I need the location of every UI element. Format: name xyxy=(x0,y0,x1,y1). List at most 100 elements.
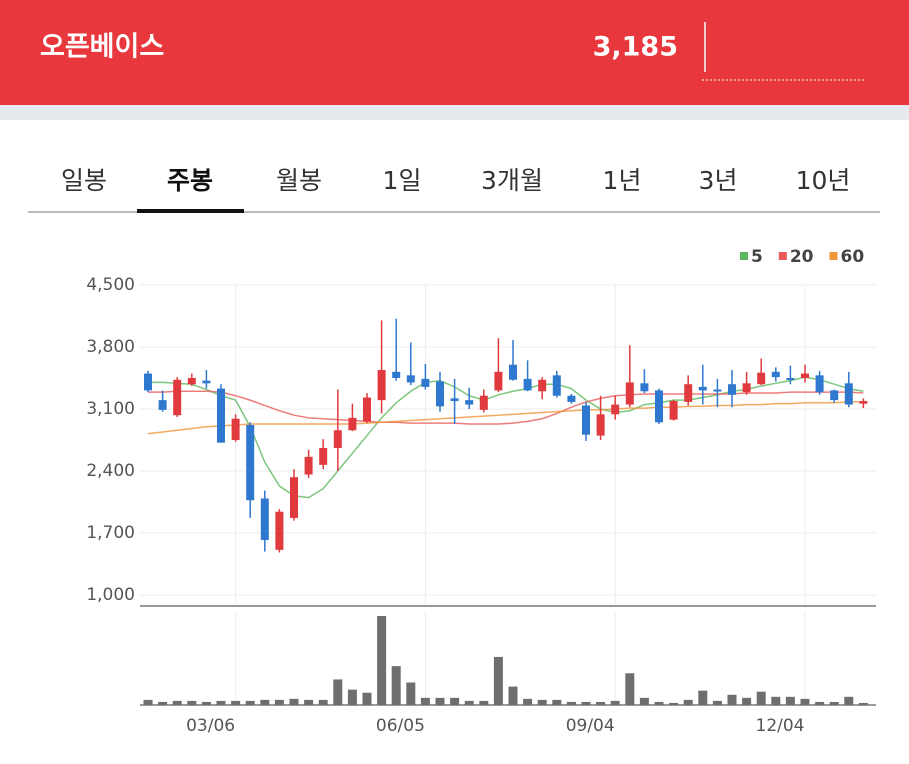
volume-bar xyxy=(639,697,649,705)
volume-bar xyxy=(347,689,357,705)
volume-bar xyxy=(756,691,766,705)
legend-label: 60 xyxy=(841,247,865,267)
volume-bar xyxy=(785,696,795,705)
ma-line xyxy=(148,390,864,425)
volume-bar xyxy=(479,700,489,705)
volume-bar xyxy=(508,686,518,705)
volume-bar xyxy=(742,697,752,705)
tab[interactable]: 1일 xyxy=(383,166,422,195)
volume-bar xyxy=(187,700,197,705)
candle-body xyxy=(757,372,766,385)
volume-bar xyxy=(698,690,708,705)
candle-body xyxy=(260,498,269,541)
x-tick-label: 09/04 xyxy=(566,716,615,736)
candle-body xyxy=(552,375,561,396)
candle-body xyxy=(421,378,430,387)
candle-body xyxy=(815,375,824,393)
candle-body xyxy=(596,414,605,436)
volume-bar xyxy=(493,656,503,705)
volume-bar xyxy=(304,699,314,705)
y-tick-label: 4,500 xyxy=(86,275,135,295)
volume-bar xyxy=(844,696,854,705)
tab[interactable]: 월봉 xyxy=(276,166,322,195)
candle-body xyxy=(348,417,357,431)
candle-body xyxy=(698,386,707,391)
volume-bar xyxy=(683,699,693,705)
tab[interactable]: 3년 xyxy=(699,166,738,195)
candle-body xyxy=(728,384,736,395)
volume-bar xyxy=(201,701,211,705)
x-tick-label: 06/05 xyxy=(376,716,425,736)
volume-bar xyxy=(216,700,226,705)
candle-body xyxy=(655,390,663,423)
volume-bar xyxy=(362,692,372,705)
legend-swatch xyxy=(740,252,748,260)
volume-bar xyxy=(318,699,328,705)
ma-line xyxy=(147,401,864,435)
candle-body xyxy=(436,381,444,407)
candle-body xyxy=(523,378,532,391)
candle-body xyxy=(377,370,386,401)
volume-bar xyxy=(391,666,401,705)
candle-body xyxy=(202,380,211,384)
candle-body xyxy=(684,384,693,402)
candle-body xyxy=(742,383,751,393)
candle-body xyxy=(465,400,474,405)
legend-label: 5 xyxy=(751,247,763,267)
legend-label: 20 xyxy=(790,247,814,267)
tab[interactable]: 주봉 xyxy=(167,166,213,195)
volume-bar xyxy=(333,679,343,705)
candle-body xyxy=(392,371,401,378)
tab[interactable]: 10년 xyxy=(796,166,851,195)
volume-bar xyxy=(377,616,387,705)
volume-bar xyxy=(172,700,182,705)
candle-body xyxy=(771,371,780,378)
volume-bar xyxy=(829,701,839,705)
volume-bar xyxy=(435,697,445,705)
volume-bar xyxy=(654,701,664,705)
volume-bar xyxy=(158,701,168,705)
candle-body xyxy=(640,383,649,392)
candle-body xyxy=(333,430,342,448)
candle-body xyxy=(450,398,459,402)
volume-bar xyxy=(727,694,737,705)
x-tick-label: 03/06 xyxy=(186,716,235,736)
tab[interactable]: 3개월 xyxy=(481,166,543,195)
volume-bar xyxy=(406,682,416,705)
volume-bar xyxy=(537,699,547,705)
volume-bar xyxy=(464,700,474,705)
y-tick-label: 3,800 xyxy=(86,337,135,357)
volume-bar xyxy=(245,700,255,705)
tab[interactable]: 일봉 xyxy=(61,166,107,195)
candle-body xyxy=(582,405,590,435)
volume-bar xyxy=(771,696,781,705)
candle-body xyxy=(538,379,547,392)
volume-bar xyxy=(566,701,576,705)
candle-body xyxy=(246,424,255,501)
volume-bar xyxy=(420,697,430,705)
volume-bar xyxy=(800,698,810,705)
candle-body xyxy=(844,383,853,405)
candle-body xyxy=(290,477,298,518)
candle-body xyxy=(786,378,795,380)
candle-body xyxy=(713,389,722,392)
volume-bar xyxy=(231,700,241,705)
candle-body xyxy=(158,400,167,410)
candle-body xyxy=(669,401,678,420)
candle-body xyxy=(567,395,576,402)
header-bar xyxy=(0,0,909,105)
tab[interactable]: 1년 xyxy=(603,166,642,195)
volume-bar xyxy=(523,698,533,705)
candle-body xyxy=(217,388,225,443)
volume-bar xyxy=(625,673,635,705)
volume-bar xyxy=(610,700,620,705)
candle-body xyxy=(801,373,809,378)
candle-body xyxy=(859,401,868,404)
volume-bar xyxy=(858,702,868,705)
candle-body xyxy=(406,375,415,383)
candle-body xyxy=(231,418,240,440)
volume-bar xyxy=(450,697,460,705)
candle-body xyxy=(187,378,196,385)
candle-body xyxy=(144,373,152,391)
